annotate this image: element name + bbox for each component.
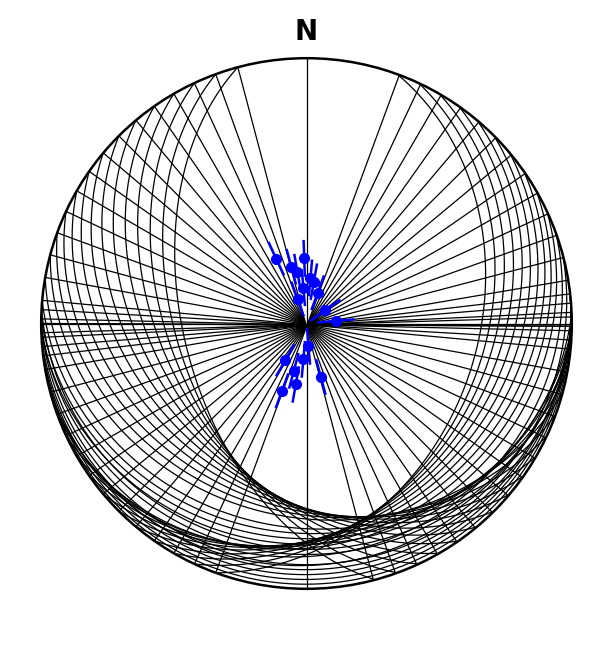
Text: N: N — [295, 17, 318, 46]
Circle shape — [41, 58, 572, 589]
